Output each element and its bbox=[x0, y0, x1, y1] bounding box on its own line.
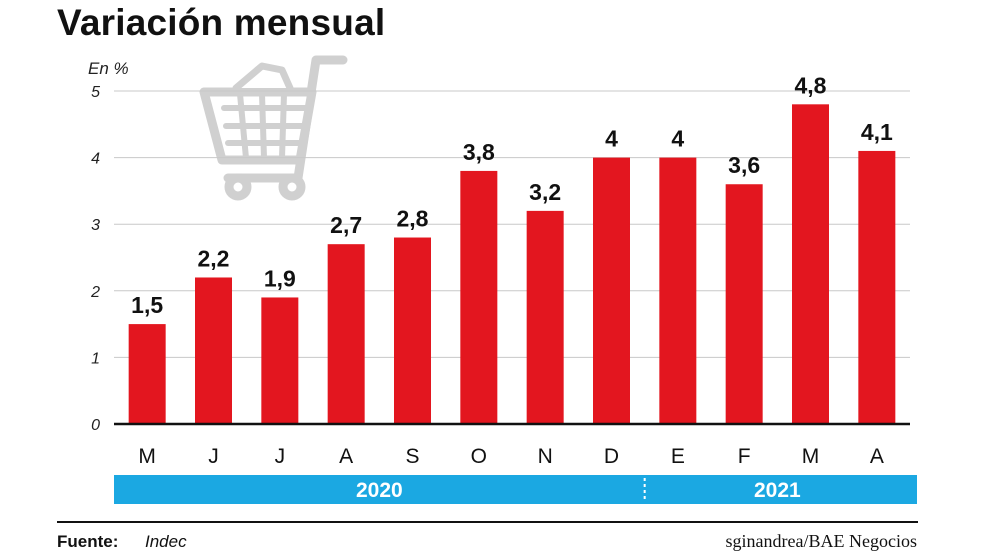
data-label: 2,2 bbox=[198, 245, 230, 271]
bars bbox=[128, 104, 896, 424]
x-tick-label: N bbox=[538, 445, 553, 468]
shopping-cart-icon bbox=[199, 55, 348, 201]
y-axis-unit-label: En % bbox=[88, 59, 129, 78]
data-label: 2,8 bbox=[397, 206, 429, 232]
bar bbox=[659, 157, 697, 424]
year-label: 2020 bbox=[356, 479, 403, 502]
data-label: 1,5 bbox=[131, 292, 163, 318]
y-axis-ticks: 0 1 2 3 4 5 bbox=[90, 84, 100, 434]
year-band: 2020 2021 bbox=[114, 475, 917, 504]
data-label: 3,6 bbox=[728, 152, 760, 178]
source-value: Indec bbox=[145, 532, 187, 551]
bar bbox=[460, 170, 498, 424]
data-label: 3,8 bbox=[463, 139, 495, 165]
bar bbox=[526, 210, 564, 424]
bar bbox=[261, 297, 299, 424]
y-tick-label: 2 bbox=[90, 284, 100, 301]
bar bbox=[725, 184, 763, 424]
x-tick-label: A bbox=[870, 445, 884, 468]
y-tick-label: 5 bbox=[91, 84, 100, 101]
x-tick-label: S bbox=[405, 445, 419, 468]
x-tick-label: J bbox=[208, 445, 219, 468]
data-labels: 1,5 2,2 1,9 2,7 2,8 3,8 3,2 4 4 3,6 4,8 4,1 bbox=[131, 72, 893, 318]
x-tick-label: M bbox=[138, 445, 156, 468]
data-label: 4,1 bbox=[861, 119, 893, 145]
data-label: 2,7 bbox=[330, 212, 362, 238]
x-tick-label: J bbox=[275, 445, 286, 468]
data-label: 1,9 bbox=[264, 265, 296, 291]
x-tick-label: M bbox=[802, 445, 820, 468]
credit: sginandrea/BAE Negocios bbox=[726, 531, 917, 551]
chart-title: Variación mensual bbox=[57, 2, 386, 43]
bar bbox=[858, 150, 896, 424]
bar bbox=[327, 244, 365, 424]
y-tick-label: 3 bbox=[91, 217, 100, 234]
y-tick-label: 1 bbox=[91, 350, 100, 367]
x-tick-label: D bbox=[604, 445, 619, 468]
bar bbox=[792, 104, 829, 424]
x-tick-label: O bbox=[471, 445, 487, 468]
data-label: 4,8 bbox=[795, 72, 827, 98]
gridlines bbox=[114, 90, 910, 358]
x-tick-label: F bbox=[738, 445, 751, 468]
bar bbox=[394, 237, 431, 424]
source-key: Fuente: bbox=[57, 532, 118, 551]
data-label: 3,2 bbox=[529, 179, 561, 205]
x-tick-label: A bbox=[339, 445, 353, 468]
data-label: 4 bbox=[671, 126, 684, 152]
bar bbox=[195, 277, 232, 424]
data-label: 4 bbox=[605, 126, 618, 152]
year-label: 2021 bbox=[754, 479, 801, 502]
y-tick-label: 0 bbox=[91, 417, 100, 434]
y-tick-label: 4 bbox=[91, 151, 100, 168]
bar bbox=[593, 157, 630, 424]
bar bbox=[128, 324, 166, 424]
year-band-background bbox=[114, 475, 917, 504]
x-tick-label: E bbox=[671, 445, 685, 468]
